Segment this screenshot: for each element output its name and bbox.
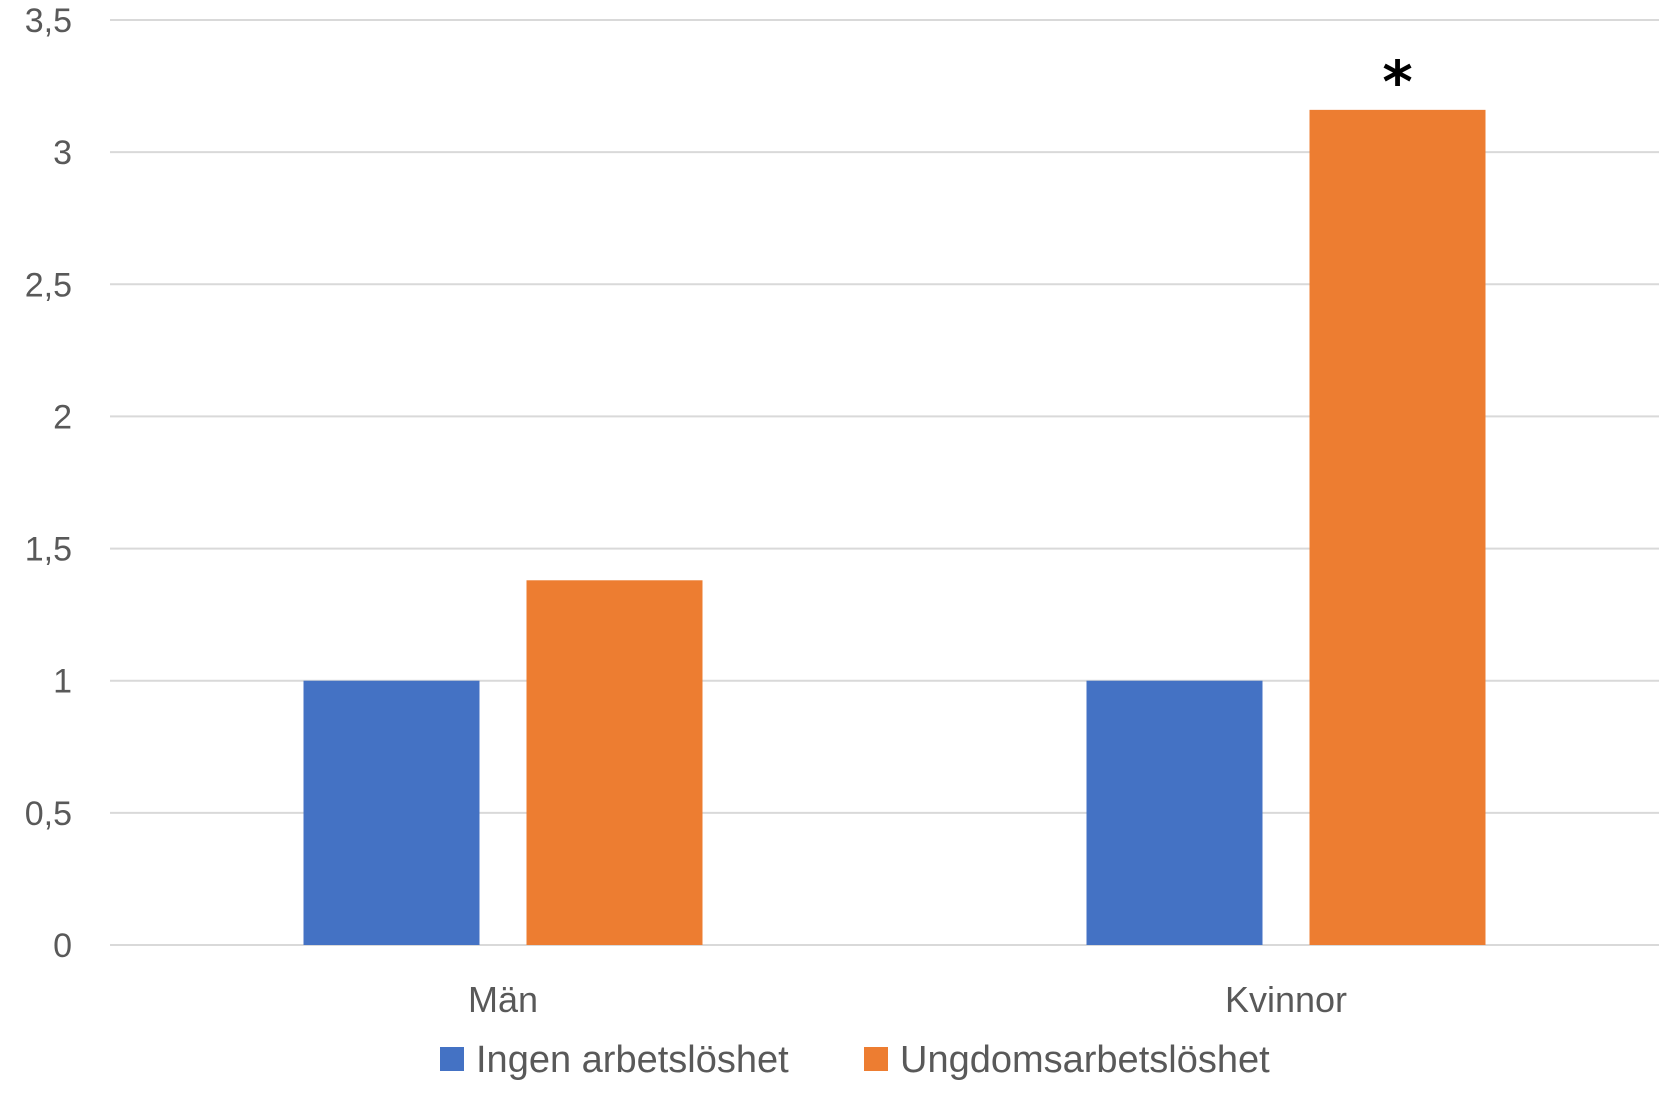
legend-label: Ingen arbetslöshet xyxy=(476,1039,789,1081)
y-axis-tick-labels: 0 0,5 1 1,5 2 2,5 3 3,5 xyxy=(25,2,72,965)
legend-swatch xyxy=(440,1047,464,1071)
y-tick-label: 1 xyxy=(53,663,72,701)
x-category-label: Män xyxy=(468,979,538,1020)
bar-ungdom-man xyxy=(526,580,703,945)
y-tick-label: 2,5 xyxy=(25,266,72,304)
significance-asterisk: * xyxy=(1382,48,1412,116)
y-tick-label: 2 xyxy=(53,398,72,436)
bar-ungdom-kvinnor xyxy=(1309,109,1486,946)
annotations: * xyxy=(1382,48,1412,116)
y-tick-label: 0,5 xyxy=(25,795,72,833)
y-tick-label: 1,5 xyxy=(25,531,72,569)
y-tick-label: 3,5 xyxy=(25,2,72,40)
x-axis-category-labels: Män Kvinnor xyxy=(468,979,1347,1020)
legend-swatch xyxy=(864,1047,888,1071)
bar-ingen-man xyxy=(303,680,480,945)
bar-ingen-kvinnor xyxy=(1086,680,1263,945)
legend-label: Ungdomsarbetslöshet xyxy=(900,1039,1270,1081)
bars xyxy=(303,109,1486,946)
x-category-label: Kvinnor xyxy=(1225,979,1347,1020)
y-tick-label: 0 xyxy=(53,927,72,965)
legend: Ingen arbetslöshet Ungdomsarbetslöshet xyxy=(440,1039,1270,1081)
y-tick-label: 3 xyxy=(53,134,72,172)
